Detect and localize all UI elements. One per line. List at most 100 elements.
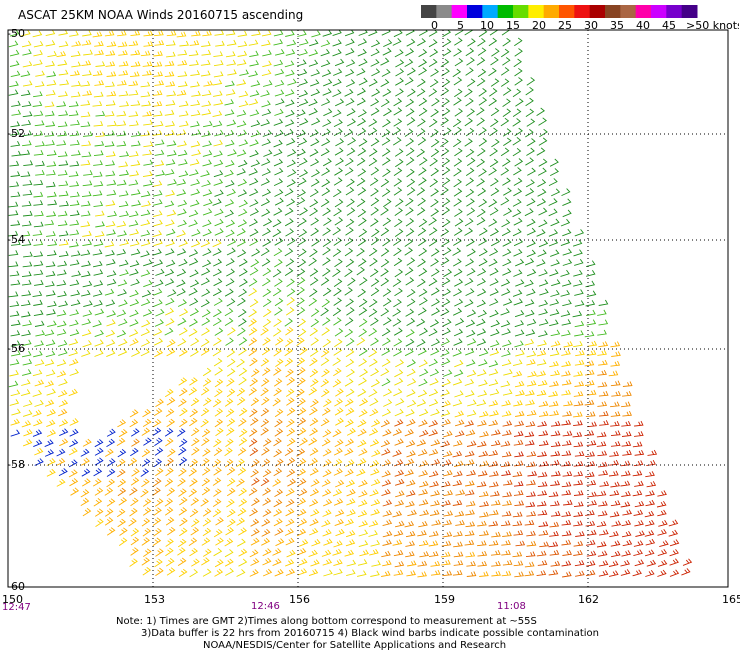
wind-barb: [202, 518, 212, 527]
wind-barb: [345, 530, 356, 538]
wind-barb: [45, 40, 56, 47]
wind-barb: [272, 269, 282, 278]
wind-barb: [585, 539, 596, 546]
wind-barb: [165, 318, 175, 327]
wind-barb: [226, 368, 236, 377]
wind-barb: [176, 179, 187, 186]
wind-barb: [21, 271, 32, 278]
wind-barb: [527, 470, 538, 477]
wind-barb: [224, 288, 234, 297]
wind-barb: [309, 427, 319, 436]
wind-barb: [453, 338, 463, 346]
wind-barb: [418, 449, 428, 457]
wind-barb: [249, 428, 258, 437]
wind-barb: [35, 81, 45, 88]
wind-barb: [536, 370, 546, 377]
wind-barb: [273, 178, 284, 187]
wind-barb: [140, 229, 151, 237]
wind-barb: [165, 120, 175, 127]
wind-barb: [478, 198, 488, 208]
wind-barb: [443, 369, 453, 377]
wind-barb: [201, 90, 212, 97]
wind-barb: [357, 570, 367, 577]
wind-barb: [237, 41, 248, 48]
note-line-3: NOAA/NESDIS/Center for Satellite Applica…: [203, 640, 507, 651]
wind-barb: [227, 149, 237, 157]
wind-barb: [152, 110, 163, 117]
wind-barb: [68, 338, 79, 346]
wind-barb: [370, 98, 380, 107]
wind-barb: [405, 500, 415, 508]
map-frame: [7, 29, 729, 588]
wind-barb: [537, 420, 548, 427]
wind-barb: [548, 491, 559, 498]
wind-barb: [382, 237, 391, 247]
wind-barb: [106, 310, 117, 318]
wind-barb: [512, 209, 522, 218]
wind-barb: [370, 337, 379, 346]
wind-barb: [140, 209, 151, 217]
wind-barb: [310, 488, 320, 497]
wind-barb: [501, 399, 512, 407]
wind-barb: [238, 558, 248, 567]
wind-barb: [273, 467, 283, 477]
wind-barb: [392, 428, 403, 436]
wind-barb: [322, 287, 332, 297]
wind-barb: [274, 569, 284, 577]
wind-barb: [645, 538, 656, 546]
wind-barb: [416, 207, 426, 216]
wind-barb: [95, 221, 105, 228]
wind-barb: [453, 178, 462, 188]
wind-barb: [272, 558, 282, 567]
wind-barb: [94, 349, 104, 357]
wind-barb: [33, 269, 44, 276]
wind-barb: [21, 290, 32, 297]
wind-barb: [634, 449, 645, 456]
wind-barb: [215, 427, 224, 437]
wind-barb: [227, 327, 236, 336]
wind-barb: [189, 269, 199, 278]
wind-barb: [152, 129, 163, 136]
wind-barb: [537, 339, 547, 347]
wind-barb: [573, 501, 584, 508]
wind-barb: [22, 409, 33, 417]
wind-barb: [261, 168, 271, 176]
wind-barb: [417, 227, 427, 236]
wind-barb: [213, 170, 224, 178]
wind-barb: [345, 479, 356, 488]
wind-barb: [165, 437, 174, 447]
wind-barb: [273, 387, 282, 397]
wind-barb: [70, 299, 81, 307]
wind-barb: [273, 378, 283, 387]
wind-barb: [142, 70, 152, 76]
lat-label-56: -56: [7, 342, 25, 355]
wind-barb: [428, 30, 438, 37]
note-line-1: Note: 1) Times are GMT 2)Times along bot…: [116, 616, 537, 627]
wind-barb: [9, 181, 20, 188]
wind-barb: [285, 568, 296, 576]
wind-barb: [537, 481, 548, 488]
wind-barb: [164, 71, 175, 78]
wind-barb: [538, 207, 548, 216]
wind-barb: [633, 460, 644, 467]
wind-barb: [393, 107, 403, 116]
wind-barb: [224, 317, 234, 326]
wind-barb: [669, 549, 679, 557]
wind-barb: [95, 210, 105, 217]
wind-barb: [334, 328, 344, 337]
wind-barb: [404, 348, 414, 357]
colorbar-label-35: 35: [610, 19, 624, 32]
wind-barb: [46, 290, 56, 297]
wind-barb: [309, 288, 318, 297]
wind-barb: [286, 198, 296, 207]
wind-barb: [333, 287, 342, 297]
wind-barb: [117, 458, 126, 467]
wind-barb: [167, 179, 177, 186]
wind-barb: [299, 169, 309, 178]
wind-barb: [177, 60, 188, 66]
wind-barb: [262, 129, 273, 137]
wind-barb: [321, 549, 332, 557]
wind-barb: [296, 277, 306, 286]
wind-barb: [68, 101, 79, 108]
wind-barb: [262, 367, 271, 376]
